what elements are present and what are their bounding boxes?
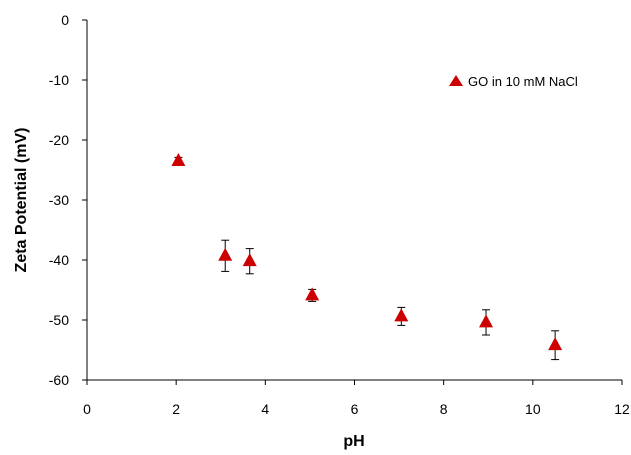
legend: GO in 10 mM NaCl — [449, 74, 578, 89]
y-tick-label: -60 — [49, 372, 69, 388]
data-point — [394, 308, 409, 322]
data-point — [171, 152, 186, 166]
x-tick-label: 6 — [351, 401, 359, 417]
x-axis-ticks: 0 2 4 6 8 10 12 — [83, 380, 630, 417]
y-tick-label: -50 — [49, 312, 69, 328]
y-tick-label: -20 — [49, 132, 69, 148]
y-axis-ticks: 0 -10 -20 -30 -40 -50 -60 — [49, 12, 87, 388]
x-tick-label: 12 — [614, 401, 630, 417]
x-tick-label: 8 — [440, 401, 448, 417]
x-axis-title: pH — [343, 433, 364, 450]
data-point — [305, 287, 320, 301]
y-tick-label: -40 — [49, 252, 69, 268]
y-tick-label: -10 — [49, 72, 69, 88]
x-tick-label: 2 — [172, 401, 180, 417]
data-points — [171, 152, 563, 351]
legend-triangle-marker — [449, 75, 463, 86]
y-tick-label: -30 — [49, 192, 69, 208]
x-tick-label: 0 — [83, 401, 91, 417]
y-tick-label: 0 — [61, 12, 69, 28]
x-tick-label: 10 — [525, 401, 541, 417]
data-point — [218, 247, 233, 261]
legend-label: GO in 10 mM NaCl — [468, 74, 578, 89]
x-tick-label: 4 — [261, 401, 269, 417]
data-point — [479, 314, 494, 328]
data-point — [242, 253, 257, 267]
data-point — [548, 337, 563, 351]
y-axis-title: Zeta Potential (mV) — [13, 128, 30, 273]
